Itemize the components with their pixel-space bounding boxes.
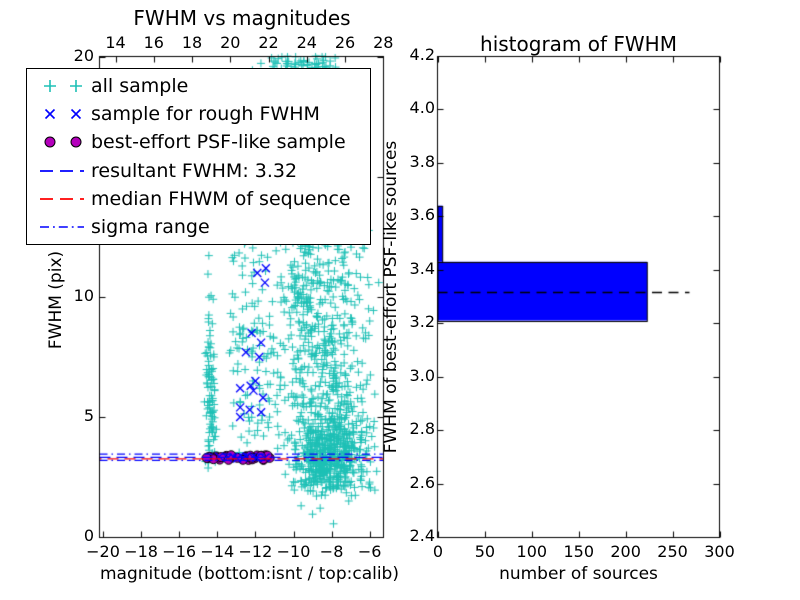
tick-label: 16: [143, 33, 164, 52]
tick-label: −14: [200, 542, 235, 561]
legend-label: all sample: [91, 75, 189, 98]
tick-label: 14: [105, 33, 126, 52]
legend-item-psf-sample: best-effort PSF-like sample: [35, 128, 370, 156]
tick-label: −12: [238, 542, 273, 561]
tick-label: 28: [373, 33, 394, 52]
legend-item-resultant-fwhm: resultant FWHM: 3.32: [35, 157, 370, 185]
red-dashed-line-icon: [40, 197, 84, 200]
tick-label: 3.2: [409, 312, 435, 332]
tick-label: 2.6: [409, 472, 435, 492]
legend-label: median FHWM of sequence: [91, 187, 351, 210]
tick-label: 0: [432, 542, 444, 561]
tick-label: 4.0: [409, 98, 435, 118]
plus-marker-icon: [44, 80, 82, 93]
tick-label: 50: [474, 542, 496, 561]
legend-item-rough-fwhm: sample for rough FWHM: [35, 100, 370, 128]
tick-label: 20: [73, 46, 94, 65]
tick-label: 3.4: [409, 258, 435, 278]
left-plot-y-axis-label: FWHM (pix): [46, 250, 66, 350]
tick-label: −8: [319, 542, 344, 561]
tick-label: −16: [162, 542, 197, 561]
tick-label: 300: [704, 542, 735, 561]
tick-label: 22: [258, 33, 279, 52]
blue-dashdot-line-icon: [40, 226, 84, 228]
blue-dashed-line-icon: [40, 169, 84, 172]
legend-label: sample for rough FWHM: [91, 103, 320, 126]
tick-label: 0: [83, 526, 94, 545]
tick-label: −6: [357, 542, 382, 561]
tick-label: 100: [516, 542, 548, 561]
tick-label: 26: [334, 33, 356, 52]
tick-label: 250: [657, 542, 688, 561]
tick-label: 24: [296, 33, 317, 52]
tick-label: 18: [181, 33, 203, 52]
tick-label: 3.8: [409, 151, 435, 171]
tick-label: −10: [276, 542, 311, 561]
tick-label: 10: [73, 286, 94, 305]
tick-label: 4.2: [409, 45, 435, 64]
right-plot-title: histogram of FWHM: [480, 32, 677, 56]
tick-label: 200: [610, 542, 641, 561]
legend-item-median-fhwm: median FHWM of sequence: [35, 185, 370, 213]
tick-label: 3.0: [409, 365, 435, 385]
tick-label: 2.8: [409, 419, 435, 439]
legend-item-all-sample: all sample: [35, 72, 370, 100]
cross-marker-icon: [44, 109, 82, 120]
legend-item-sigma-range: sigma range: [35, 213, 370, 241]
tick-label: 150: [563, 542, 595, 561]
tick-label: 20: [220, 33, 241, 52]
tick-label: 5: [83, 406, 94, 425]
tick-label: 3.6: [409, 205, 435, 225]
right-plot-y-axis-label: FWHM of best-effort PSF-like sources: [381, 140, 401, 454]
left-plot-title: FWHM vs magnitudes: [133, 6, 351, 30]
legend-label: best-effort PSF-like sample: [91, 131, 346, 154]
legend-label: resultant FWHM: 3.32: [91, 159, 298, 182]
tick-label: −20: [86, 542, 120, 561]
legend-label: sigma range: [91, 215, 210, 238]
legend: all sample sample for rough FWHM best-ef…: [26, 68, 371, 245]
tick-label: −18: [124, 542, 158, 561]
tick-label: 2.4: [409, 526, 435, 545]
right-plot-x-axis-label: number of sources: [499, 564, 658, 584]
left-plot-x-axis-label: magnitude (bottom:isnt / top:calib): [100, 564, 399, 584]
circle-marker-icon: [44, 136, 82, 148]
